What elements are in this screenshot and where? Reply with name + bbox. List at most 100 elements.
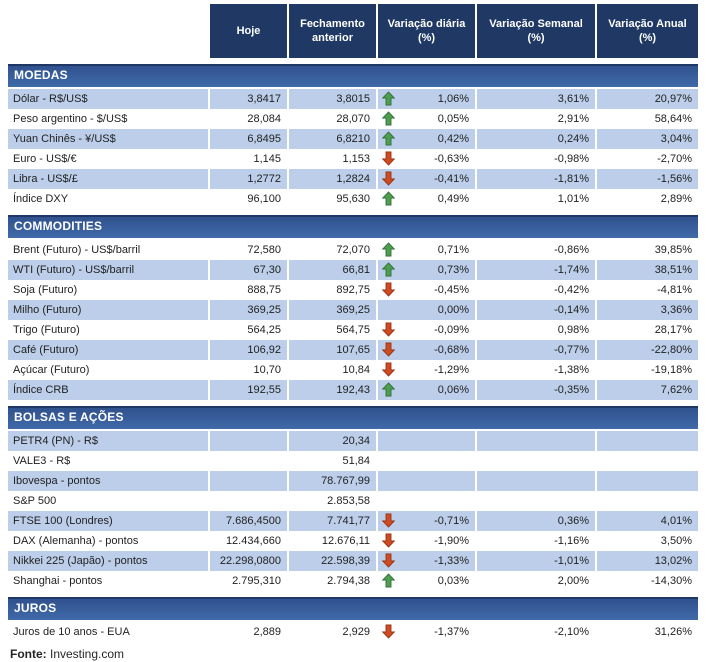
cell-variacao-semanal: -0,86% bbox=[554, 244, 589, 256]
section-rows-moedas: Dólar - R$/US$ 3,8417 3,8015 1,06% 3,61% 20,9… bbox=[8, 89, 698, 209]
row-label: DAX (Alemanha) - pontos bbox=[13, 535, 139, 547]
cell-fechamento-anterior: 3,8015 bbox=[289, 89, 376, 109]
table-header-row: Hoje Fechamento anterior Variação diária (… bbox=[8, 4, 698, 58]
arrow-up-icon bbox=[381, 111, 396, 127]
cell-variacao-anual: 4,01% bbox=[597, 511, 698, 531]
table-row: FTSE 100 (Londres) 7.686,4500 7.741,77 -0,7… bbox=[8, 511, 698, 531]
arrow-up-icon bbox=[381, 91, 396, 107]
cell-fechamento-anterior: 51,84 bbox=[342, 455, 370, 467]
row-label: Juros de 10 anos - EUA bbox=[13, 626, 130, 638]
row-label: Dólar - R$/US$ bbox=[8, 89, 208, 109]
source-note: Fonte: Investing.com bbox=[10, 647, 706, 661]
table-row: DAX (Alemanha) - pontos 12.434,660 12.676,… bbox=[8, 531, 698, 551]
table-row: Libra - US$/£ 1,2772 1,2824 -0,41% -1,81% -1,… bbox=[8, 169, 698, 189]
table-row: Índice CRB 192,55 192,43 0,06% -0,35% 7,62% bbox=[8, 380, 698, 400]
cell-variacao-diaria: 0,73% bbox=[378, 260, 475, 280]
cell-variacao-anual: -22,80% bbox=[597, 340, 698, 360]
cell-variacao-diaria: 0,71% bbox=[378, 240, 475, 260]
table-row: VALE3 - R$ 51,84 bbox=[8, 451, 698, 471]
cell-variacao-semanal: -1,16% bbox=[554, 535, 589, 547]
row-label: VALE3 - R$ bbox=[13, 455, 71, 467]
cell-variacao-diaria: -1,33% bbox=[378, 551, 475, 571]
arrow-up-icon bbox=[381, 131, 396, 147]
column-header: Hoje bbox=[210, 4, 287, 58]
table-row: Yuan Chinês - ¥/US$ 6,8495 6,8210 0,42% 0,24… bbox=[8, 129, 698, 149]
cell-hoje: 106,92 bbox=[210, 340, 287, 360]
cell-variacao-semanal: -1,74% bbox=[477, 260, 595, 280]
cell-variacao-semanal: -2,10% bbox=[554, 626, 589, 638]
row-label: Índice DXY bbox=[13, 193, 69, 205]
cell-hoje: 192,55 bbox=[210, 380, 287, 400]
table-row: Café (Futuro) 106,92 107,65 -0,68% -0,77% -22… bbox=[8, 340, 698, 360]
cell-variacao-anual: -1,56% bbox=[597, 169, 698, 189]
arrow-down-icon bbox=[381, 342, 396, 358]
cell-variacao-semanal: -1,38% bbox=[554, 364, 589, 376]
cell-hoje bbox=[210, 431, 287, 451]
row-label: Peso argentino - $/US$ bbox=[13, 113, 128, 125]
cell-variacao-anual bbox=[597, 471, 698, 491]
cell-variacao-semanal: 0,98% bbox=[557, 324, 589, 336]
section-rows-bolsas-e-acoes: PETR4 (PN) - R$ 20,34 VALE3 - R$ 51,84 Ibove… bbox=[8, 431, 698, 591]
cell-fechamento-anterior: 369,25 bbox=[289, 300, 376, 320]
row-label: Yuan Chinês - ¥/US$ bbox=[8, 129, 208, 149]
table-row: Índice DXY 96,100 95,630 0,49% 1,01% 2,89% bbox=[8, 189, 698, 209]
cell-fechamento-anterior: 20,34 bbox=[289, 431, 376, 451]
arrow-down-icon bbox=[381, 513, 396, 529]
header-label-spacer bbox=[8, 4, 208, 58]
section-header-bolsas-e-acoes: BOLSAS E AÇÕES bbox=[8, 406, 698, 429]
cell-variacao-diaria bbox=[378, 491, 475, 511]
row-label: Nikkei 225 (Japão) - pontos bbox=[8, 551, 208, 571]
cell-fechamento-anterior: 192,43 bbox=[289, 380, 376, 400]
arrow-up-icon bbox=[381, 191, 396, 207]
table-row: Shanghai - pontos 2.795,310 2.794,38 0,03% 2… bbox=[8, 571, 698, 591]
table-row: Nikkei 225 (Japão) - pontos 22.298,0800 22… bbox=[8, 551, 698, 571]
cell-variacao-semanal bbox=[477, 491, 595, 511]
cell-fechamento-anterior: 2.794,38 bbox=[327, 575, 370, 587]
cell-variacao-anual: 28,17% bbox=[654, 324, 692, 336]
cell-variacao-diaria: -0,68% bbox=[378, 340, 475, 360]
cell-hoje: 888,75 bbox=[247, 284, 281, 296]
column-header: Variação diária (%) bbox=[378, 4, 475, 58]
arrow-down-icon bbox=[381, 322, 396, 338]
cell-fechamento-anterior: 10,84 bbox=[342, 364, 370, 376]
cell-hoje: 1,145 bbox=[253, 153, 281, 165]
source-text: Investing.com bbox=[46, 647, 125, 661]
cell-variacao-semanal: -0,35% bbox=[477, 380, 595, 400]
arrow-down-icon bbox=[381, 553, 396, 569]
cell-variacao-anual: -2,70% bbox=[657, 153, 692, 165]
cell-variacao-semanal bbox=[477, 451, 595, 471]
row-label: Ibovespa - pontos bbox=[8, 471, 208, 491]
cell-variacao-anual bbox=[597, 431, 698, 451]
cell-fechamento-anterior: 7.741,77 bbox=[289, 511, 376, 531]
cell-variacao-semanal bbox=[477, 471, 595, 491]
row-label: Libra - US$/£ bbox=[8, 169, 208, 189]
arrow-up-icon bbox=[381, 573, 396, 589]
table-row: Juros de 10 anos - EUA 2,889 2,929 -1,37% -2… bbox=[8, 622, 698, 642]
cell-fechamento-anterior: 564,75 bbox=[336, 324, 370, 336]
arrow-up-icon bbox=[381, 262, 396, 278]
row-label: Shanghai - pontos bbox=[13, 575, 103, 587]
table-row: Ibovespa - pontos 78.767,99 bbox=[8, 471, 698, 491]
cell-variacao-semanal: -0,98% bbox=[554, 153, 589, 165]
cell-fechamento-anterior: 1,153 bbox=[342, 153, 370, 165]
cell-hoje: 564,25 bbox=[247, 324, 281, 336]
market-table: Hoje Fechamento anterior Variação diária (… bbox=[8, 4, 698, 642]
cell-hoje: 2,889 bbox=[253, 626, 281, 638]
table-row: Milho (Futuro) 369,25 369,25 0,00% -0,14% 3,3… bbox=[8, 300, 698, 320]
cell-variacao-diaria: 0,06% bbox=[378, 380, 475, 400]
cell-fechamento-anterior: 2,929 bbox=[342, 626, 370, 638]
cell-hoje: 3,8417 bbox=[210, 89, 287, 109]
arrow-down-icon bbox=[381, 151, 396, 167]
cell-variacao-semanal: 2,00% bbox=[557, 575, 589, 587]
row-label: S&P 500 bbox=[13, 495, 57, 507]
row-label: Trigo (Futuro) bbox=[13, 324, 80, 336]
cell-variacao-semanal: -0,42% bbox=[554, 284, 589, 296]
cell-fechamento-anterior: 95,630 bbox=[336, 193, 370, 205]
cell-fechamento-anterior: 6,8210 bbox=[289, 129, 376, 149]
cell-variacao-semanal: -0,14% bbox=[477, 300, 595, 320]
cell-variacao-semanal: 1,01% bbox=[557, 193, 589, 205]
cell-variacao-diaria: -0,41% bbox=[378, 169, 475, 189]
cell-variacao-anual: 38,51% bbox=[597, 260, 698, 280]
cell-variacao-semanal: -0,77% bbox=[477, 340, 595, 360]
